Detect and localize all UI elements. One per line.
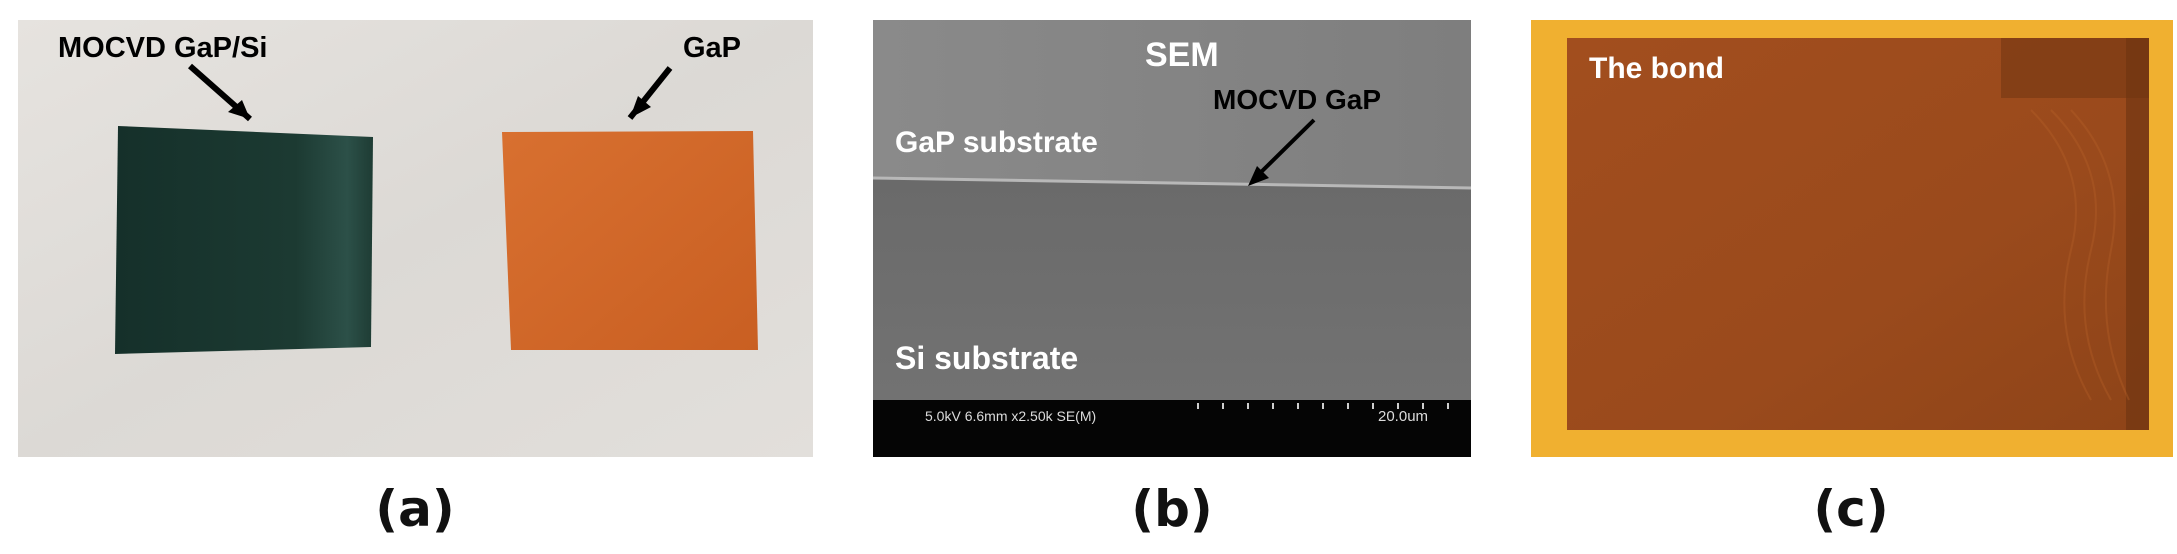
si-substrate-region xyxy=(873,178,1471,400)
sem-info-bar xyxy=(873,400,1471,457)
gap-substrate-region xyxy=(873,20,1471,205)
gap-wafer xyxy=(502,131,758,350)
label-gap-substrate: GaP substrate xyxy=(895,126,1098,159)
interface-line xyxy=(873,176,1471,190)
sample-edge xyxy=(2126,38,2149,430)
sem-scale-label: 20.0um xyxy=(1378,408,1429,425)
sem-title: SEM xyxy=(1145,36,1219,74)
arrow-left-head xyxy=(228,100,250,119)
label-gap: GaP xyxy=(683,32,742,64)
label-mocvd-gap: MOCVD GaP xyxy=(1213,84,1382,115)
panel-b-sem: SEM GaP substrate MOCVD GaP Si substrate… xyxy=(873,20,1471,457)
panel-b-graphic xyxy=(873,20,1471,457)
label-si-substrate: Si substrate xyxy=(895,340,1079,376)
gap-si-wafer xyxy=(115,126,373,354)
panel-a-graphic xyxy=(18,20,813,457)
arrow-right-head xyxy=(630,96,651,118)
caption-c: (c) xyxy=(1813,480,1889,538)
panel-c-graphic xyxy=(1531,20,2173,457)
caption-b: (b) xyxy=(1131,480,1213,538)
fringe-pattern xyxy=(2030,109,2130,401)
panel-c-bond: The bond xyxy=(1531,20,2173,457)
arrow-film-shaft xyxy=(1251,118,1316,182)
sample-corner-shade xyxy=(2001,38,2149,98)
scale-ticks xyxy=(1197,403,1449,409)
arrow-film-head xyxy=(1248,166,1269,186)
caption-a: (a) xyxy=(375,480,455,538)
sem-info-text: 5.0kV 6.6mm x2.50k SE(M) xyxy=(925,408,1097,424)
panel-a-photo: MOCVD GaP/Si GaP xyxy=(18,20,813,457)
bonded-sample xyxy=(1567,38,2149,430)
label-mocvd-gap-si: MOCVD GaP/Si xyxy=(58,32,268,64)
label-the-bond: The bond xyxy=(1589,52,1724,85)
